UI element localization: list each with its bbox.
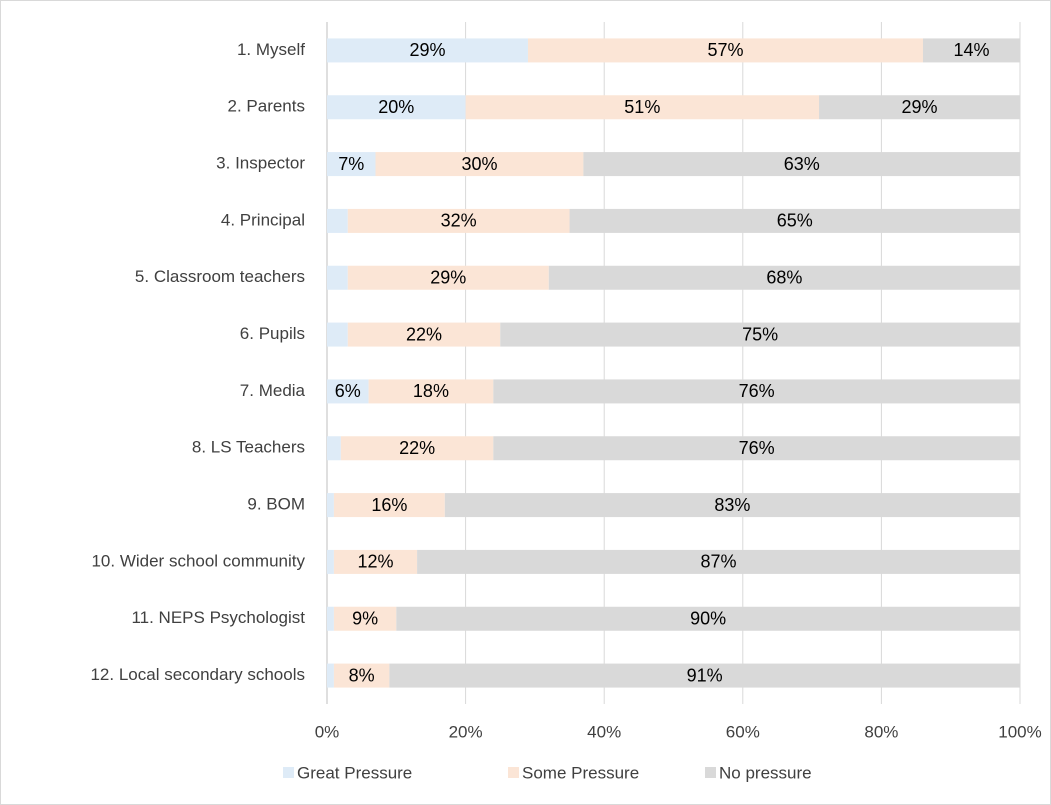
x-tick-label: 40% <box>587 722 621 741</box>
bar-segment <box>327 208 348 233</box>
bar-segment <box>327 152 376 177</box>
bar-segment <box>340 436 494 461</box>
value-label: 63% <box>784 154 820 174</box>
value-label: 76% <box>739 438 775 458</box>
value-label: 57% <box>707 40 743 60</box>
value-label: 91% <box>687 665 723 685</box>
bar-segment <box>569 208 1020 233</box>
bar-segment <box>583 152 1020 177</box>
value-label: 30% <box>461 154 497 174</box>
bar-segment <box>333 493 445 518</box>
value-label: 68% <box>766 268 802 288</box>
y-tick-label: 2. Parents <box>228 97 306 116</box>
bar-segment <box>396 606 1020 631</box>
bar-segment <box>819 95 1020 120</box>
y-tick-label: 10. Wider school community <box>91 551 305 570</box>
x-tick-label: 20% <box>449 722 483 741</box>
x-tick-label: 60% <box>726 722 760 741</box>
legend-swatch <box>705 767 716 778</box>
legend-label: No pressure <box>719 763 812 782</box>
value-label: 9% <box>352 609 378 629</box>
y-tick-label: 12. Local secondary schools <box>90 665 305 684</box>
bar-segment <box>389 663 1020 688</box>
value-label: 29% <box>409 40 445 60</box>
bar-segment <box>327 95 466 120</box>
bar-segment <box>327 38 528 63</box>
value-label: 8% <box>349 665 375 685</box>
bar-segment <box>444 493 1020 518</box>
value-label: 12% <box>357 552 393 572</box>
value-label: 6% <box>335 381 361 401</box>
value-label: 90% <box>690 609 726 629</box>
y-tick-label: 4. Principal <box>221 210 305 229</box>
bar-segment <box>327 322 348 347</box>
bar-segment <box>333 549 418 574</box>
y-tick-label: 1. Myself <box>237 40 305 59</box>
bar-segment <box>333 606 397 631</box>
x-tick-label: 0% <box>315 722 340 741</box>
value-label: 87% <box>701 552 737 572</box>
x-tick-label: 100% <box>998 722 1041 741</box>
value-label: 32% <box>441 211 477 231</box>
value-label: 75% <box>742 324 778 344</box>
y-tick-label: 7. Media <box>240 381 306 400</box>
bar-segment <box>375 152 584 177</box>
y-tick-label: 8. LS Teachers <box>192 438 305 457</box>
bar-segment <box>327 663 334 688</box>
legend-swatch <box>283 767 294 778</box>
bar-segment <box>327 379 369 404</box>
bar-segment <box>417 549 1021 574</box>
bar-segment <box>347 265 549 290</box>
value-label: 29% <box>430 268 466 288</box>
bar-segment <box>347 208 570 233</box>
bar-segment <box>333 663 390 688</box>
value-label: 14% <box>953 40 989 60</box>
bar-segment <box>500 322 1020 347</box>
bar-segment <box>493 436 1020 461</box>
legend-swatch <box>508 767 519 778</box>
bar-segment <box>327 493 334 518</box>
value-label: 16% <box>371 495 407 515</box>
bar-segment <box>368 379 494 404</box>
bar-segment <box>527 38 923 63</box>
y-tick-label: 6. Pupils <box>240 324 305 343</box>
bar-segment <box>493 379 1020 404</box>
value-label: 7% <box>338 154 364 174</box>
value-label: 51% <box>624 97 660 117</box>
x-tick-label: 80% <box>864 722 898 741</box>
bar-segment <box>327 549 334 574</box>
bar-segment <box>327 436 341 461</box>
legend-label: Some Pressure <box>522 763 639 782</box>
y-tick-label: 11. NEPS Psychologist <box>131 608 305 627</box>
value-label: 83% <box>714 495 750 515</box>
value-label: 18% <box>413 381 449 401</box>
bar-segment <box>922 38 1020 63</box>
bar-segment <box>465 95 820 120</box>
value-label: 65% <box>777 211 813 231</box>
value-label: 29% <box>901 97 937 117</box>
bar-segment <box>548 265 1020 290</box>
bar-segment <box>347 322 501 347</box>
y-tick-label: 5. Classroom teachers <box>135 267 305 286</box>
value-label: 76% <box>739 381 775 401</box>
bar-segment <box>327 265 348 290</box>
bar-segment <box>327 606 334 631</box>
y-tick-label: 3. Inspector <box>216 154 305 173</box>
y-tick-label: 9. BOM <box>247 495 305 514</box>
value-label: 22% <box>399 438 435 458</box>
value-label: 22% <box>406 324 442 344</box>
legend-label: Great Pressure <box>297 763 412 782</box>
value-label: 20% <box>378 97 414 117</box>
